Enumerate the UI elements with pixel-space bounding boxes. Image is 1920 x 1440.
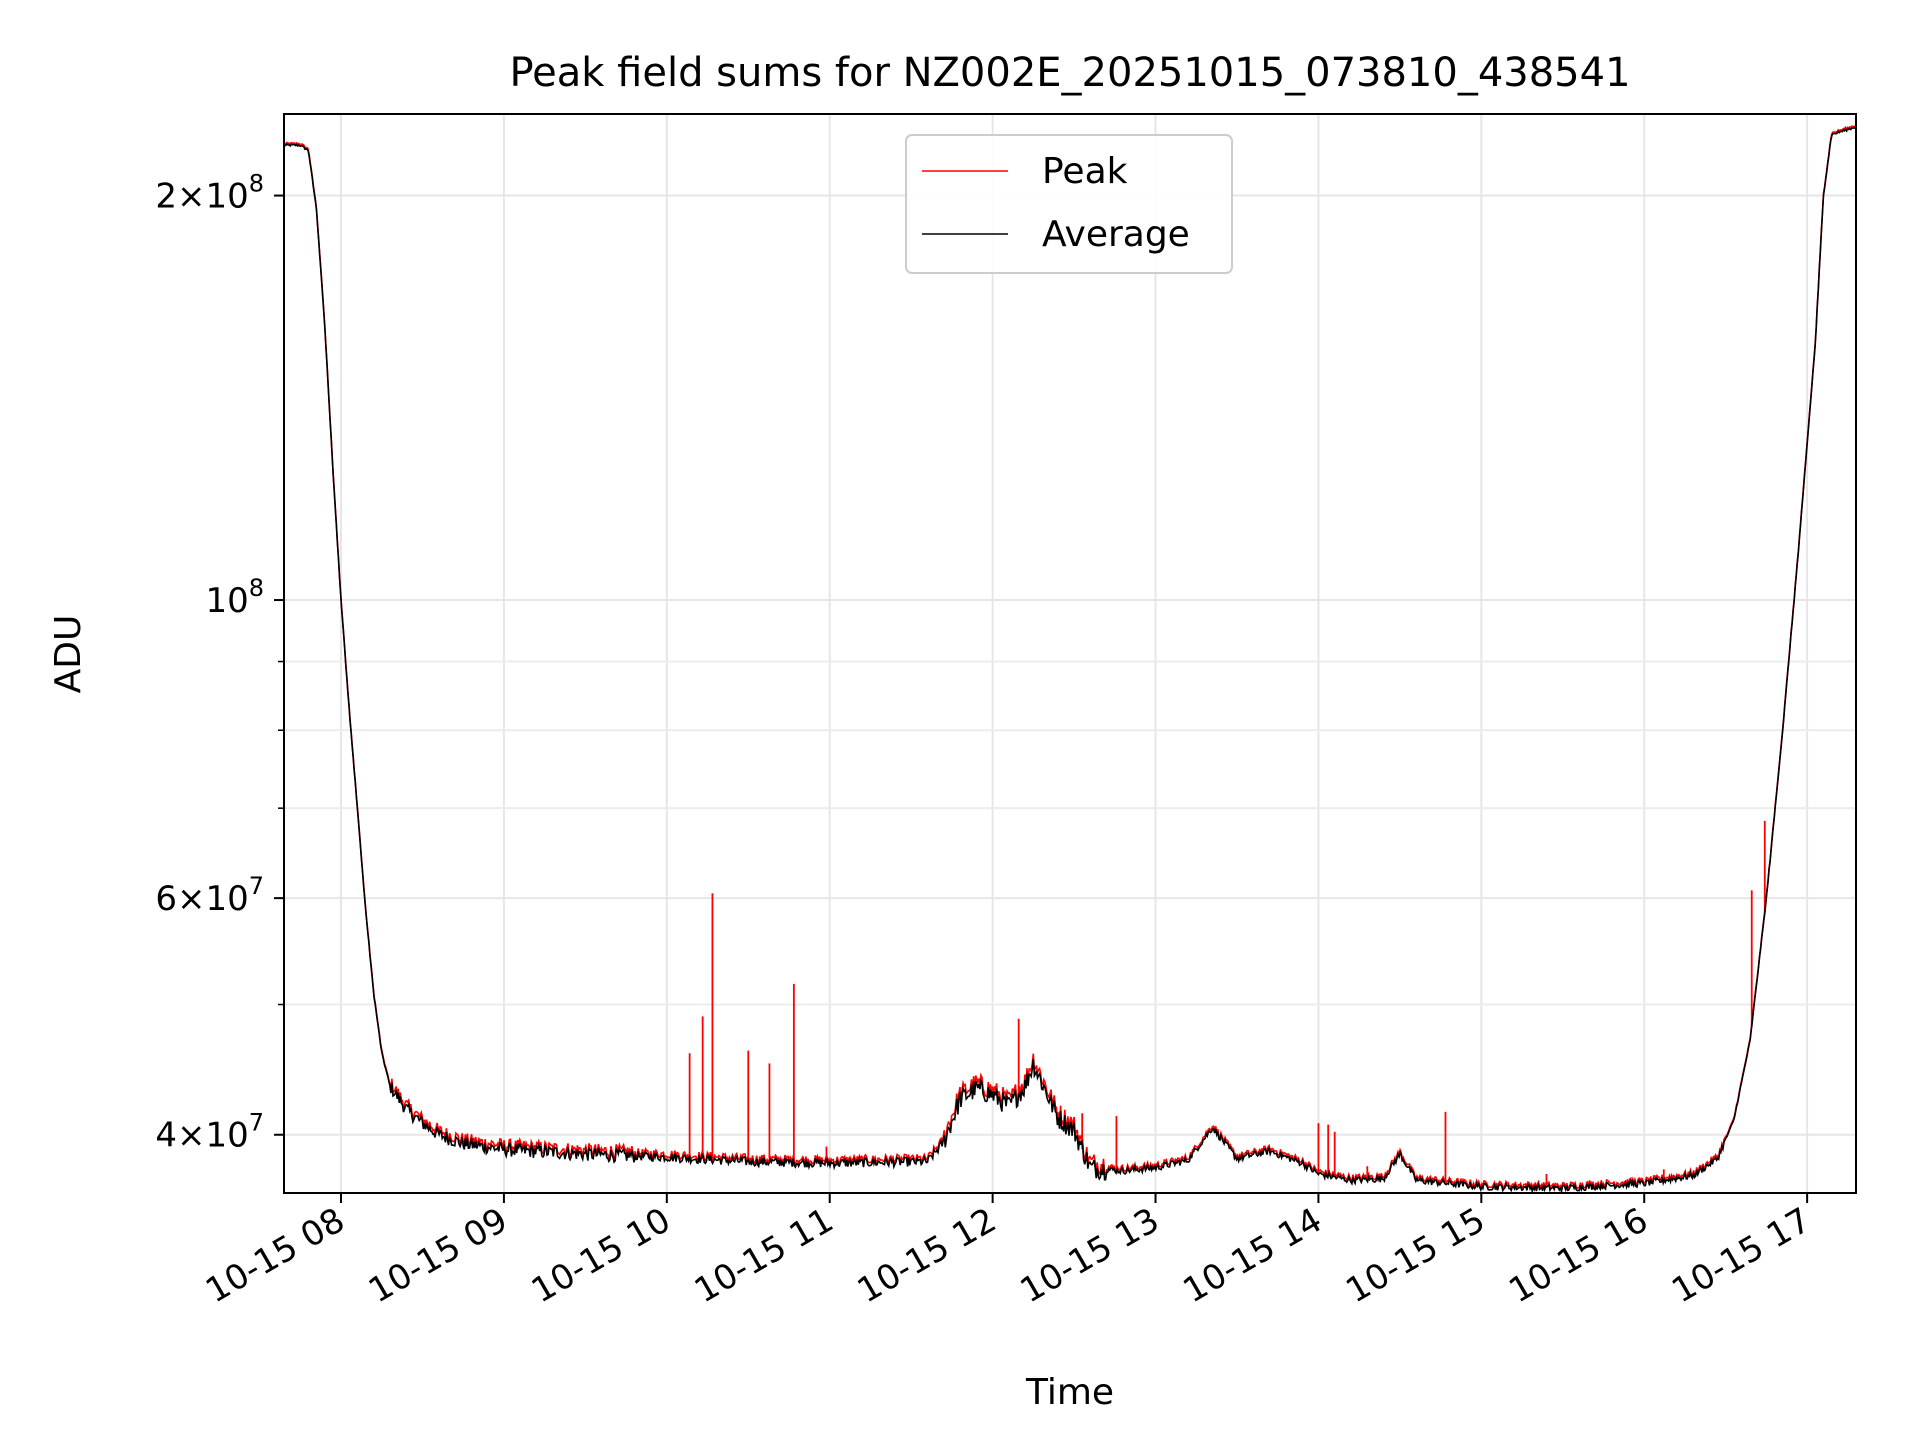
y-axis-label: ADU xyxy=(48,615,89,694)
chart-title: Peak field sums for NZ002E_20251015_0738… xyxy=(509,50,1630,96)
average-series xyxy=(283,126,1857,1195)
y-tick-label: 108 xyxy=(205,574,264,621)
legend: Peak Average xyxy=(905,134,1233,274)
legend-box xyxy=(905,134,1233,274)
average-line xyxy=(283,126,1857,1195)
y-axis-ticks: 4×107 6×107 108 2×108 xyxy=(155,170,284,1156)
y-tick-label: 6×107 xyxy=(155,872,264,919)
x-axis-label: Time xyxy=(1025,1372,1114,1413)
legend-average-label: Average xyxy=(1042,214,1190,255)
y-tick-label: 4×107 xyxy=(155,1109,264,1156)
y-tick-label: 2×108 xyxy=(155,170,264,217)
plot-frame xyxy=(283,113,1857,1194)
legend-peak-label: Peak xyxy=(1042,151,1128,192)
